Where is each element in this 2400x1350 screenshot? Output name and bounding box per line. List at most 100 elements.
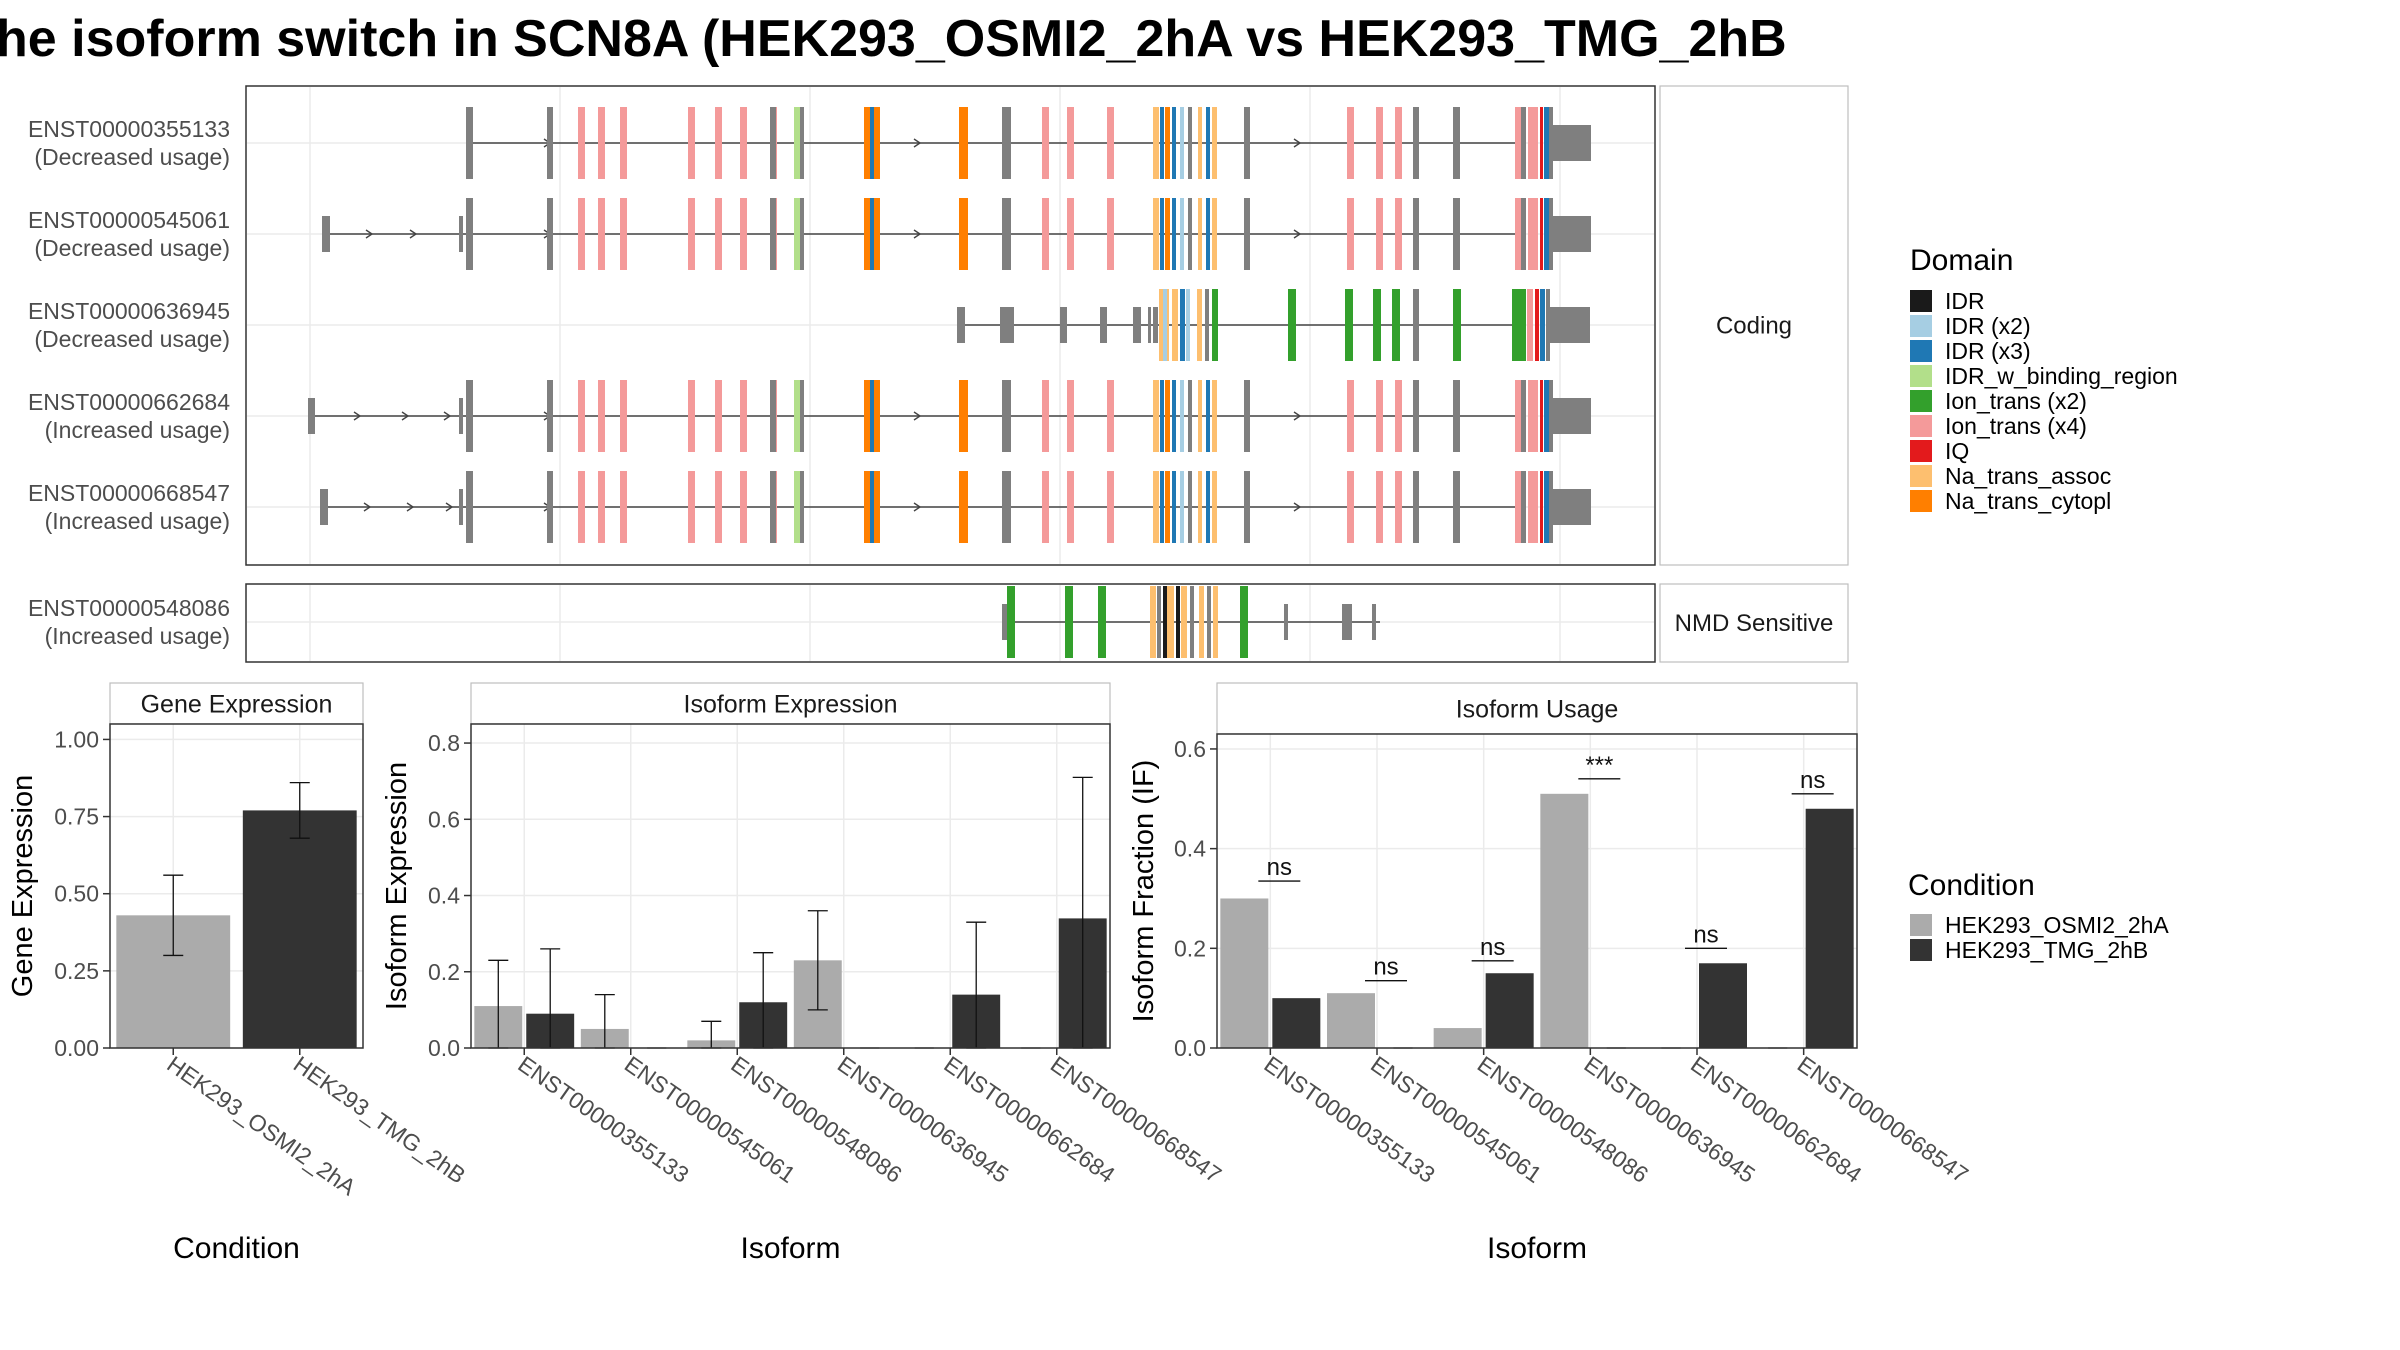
transcript-usage-label: (Increased usage)	[45, 623, 230, 649]
exon-block	[1540, 198, 1543, 270]
exon-block	[1153, 107, 1159, 179]
legend-label: HEK293_TMG_2hB	[1945, 937, 2148, 963]
exon-block	[740, 471, 747, 543]
facet-strip-label: NMD Sensitive	[1675, 610, 1834, 637]
exon-block	[1540, 380, 1543, 452]
exon-block	[1549, 198, 1553, 270]
exon-block	[1544, 107, 1549, 179]
strand-arrow	[913, 138, 922, 148]
utr-block	[1284, 604, 1288, 640]
x-tick-label: ENST00000545061	[620, 1051, 800, 1188]
exon-block	[1107, 380, 1114, 452]
exon-block	[1521, 198, 1526, 270]
exon-block	[547, 198, 553, 270]
exon-block	[1521, 380, 1526, 452]
facet-strip-label: Coding	[1716, 313, 1792, 340]
exon-block	[1453, 380, 1460, 452]
exon-block	[959, 198, 968, 270]
legend-label: IDR	[1945, 288, 1985, 314]
exon-block	[1172, 198, 1176, 270]
significance-label: ns	[1373, 954, 1398, 981]
strand-arrow	[363, 502, 372, 512]
exon-block	[1515, 380, 1521, 452]
exon-block	[1197, 289, 1202, 361]
exon-block	[1172, 380, 1176, 452]
strand-arrow	[443, 411, 452, 421]
strand-arrow	[409, 229, 418, 239]
exon-block	[715, 380, 722, 452]
utr-block	[1553, 216, 1591, 252]
exon-block	[1395, 198, 1402, 270]
exon-block	[1107, 107, 1114, 179]
exon-block	[1002, 198, 1011, 270]
exon-block	[547, 471, 553, 543]
exon-block	[715, 471, 722, 543]
transcript-usage-label: (Decreased usage)	[34, 144, 230, 170]
nmd-panel-frame	[245, 583, 1656, 663]
x-tick-label: ENST00000636945	[1579, 1051, 1759, 1188]
exon-block	[957, 307, 965, 343]
exon-block	[1549, 380, 1553, 452]
exon-block	[1376, 107, 1383, 179]
exon-block	[1190, 586, 1194, 658]
strand-arrow	[406, 502, 415, 512]
utr-block	[1553, 398, 1591, 434]
exon-block	[1172, 107, 1176, 179]
utr-block	[1372, 604, 1376, 640]
exon-block	[1205, 289, 1209, 361]
exon-block	[1392, 289, 1400, 361]
exon-block	[1042, 107, 1049, 179]
legend-label: IDR (x3)	[1945, 338, 2031, 364]
y-tick-label: 0.4	[428, 883, 460, 909]
exon-block	[578, 107, 585, 179]
exon-block	[1198, 471, 1202, 543]
exon-block	[1199, 586, 1204, 658]
exon-block	[1206, 380, 1210, 452]
utr-block	[1553, 125, 1591, 161]
exon-block	[1065, 586, 1073, 658]
isoform-expression-chart: Isoform Expression 0.0 0.2 0.4 0.6 0.8 Isoform…	[381, 682, 1226, 1265]
exon-block	[1007, 586, 1015, 658]
exon-block	[1347, 380, 1354, 452]
utr-block	[1550, 307, 1590, 343]
y-tick-label: 0.00	[54, 1035, 99, 1061]
bar	[1699, 963, 1747, 1048]
exon-block	[800, 198, 804, 270]
exon-block	[1153, 380, 1159, 452]
strand-arrow	[913, 229, 922, 239]
exon-block	[1160, 471, 1164, 543]
exon-block	[1549, 107, 1553, 179]
exon-block	[1186, 289, 1190, 361]
legend-key	[1910, 939, 1932, 961]
facet-strip	[470, 682, 1111, 725]
exon-block	[1107, 471, 1114, 543]
exon-block	[578, 198, 585, 270]
plot-background	[1217, 734, 1857, 1048]
exon-block	[794, 380, 804, 452]
transcript-id-label: ENST00000545061	[28, 207, 230, 233]
legend-key	[1910, 390, 1932, 412]
exon-block	[598, 198, 605, 270]
strand-arrow	[1293, 229, 1302, 239]
transcript-id-label: ENST00000662684	[28, 389, 230, 415]
exon-block	[1546, 289, 1550, 361]
exon-block	[1515, 471, 1521, 543]
y-tick-label: 0.50	[54, 881, 99, 907]
legend-label: Na_trans_cytopl	[1945, 488, 2111, 514]
legend-label: Ion_trans (x4)	[1945, 413, 2087, 439]
figure-title: he isoform switch in SCN8A (HEK293_OSMI2…	[0, 10, 1787, 68]
exon-block	[715, 198, 722, 270]
legend-label: HEK293_OSMI2_2hA	[1945, 912, 2169, 938]
exon-block	[1107, 198, 1114, 270]
exon-block	[740, 107, 747, 179]
y-axis-label: Isoform Fraction (IF)	[1128, 760, 1160, 1023]
bar	[1433, 1028, 1482, 1048]
exon-block	[1212, 198, 1217, 270]
exon-block	[1165, 380, 1170, 452]
x-tick-label: ENST00000668547	[1793, 1051, 1973, 1188]
exon-block	[1180, 198, 1184, 270]
exon-block	[1544, 380, 1549, 452]
bar	[1805, 808, 1854, 1048]
